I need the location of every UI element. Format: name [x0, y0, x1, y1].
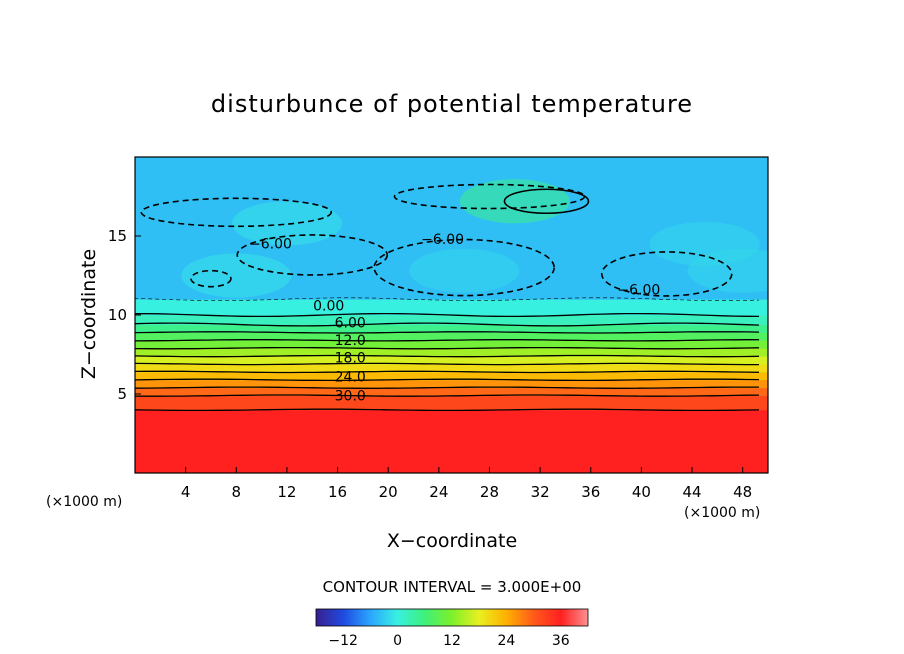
x-tick-label: 8	[232, 483, 242, 501]
contour-line	[135, 297, 760, 301]
y-axis-label: Z−coordinate	[78, 249, 100, 379]
colorbar-tick-label: −12	[328, 633, 358, 649]
contour-line	[135, 370, 760, 374]
negative-contour	[190, 269, 232, 288]
x-tick-label: 24	[429, 483, 448, 501]
contour-label: 18.0	[335, 350, 366, 366]
contour-line	[135, 346, 760, 350]
contour-blobs	[181, 179, 768, 298]
x-tick-label: 28	[480, 483, 499, 501]
chart-title: disturbunce of potential temperature	[211, 90, 693, 118]
contour-label: 30.0	[335, 388, 366, 404]
contour-line	[135, 339, 759, 342]
contour-line	[135, 362, 759, 366]
y-axis-ticks: 5 10 15	[108, 227, 141, 403]
contour-band	[135, 356, 768, 365]
contour-band	[135, 315, 768, 325]
contour-band	[135, 332, 768, 341]
contour-band	[135, 299, 768, 316]
negative-contour	[236, 234, 389, 276]
field-patch	[459, 179, 570, 224]
contour-interval-label: CONTOUR INTERVAL = 3.000E+00	[323, 578, 582, 596]
y-tick-label: 10	[108, 306, 127, 324]
x-axis-ticks: 4 8 12 16 20 24 28 32 36 40 44 48	[181, 467, 752, 501]
x-tick-label: 4	[181, 483, 191, 501]
contour-band	[135, 348, 768, 357]
x-tick-label: 36	[581, 483, 600, 501]
contour-line	[135, 322, 760, 327]
contour-line	[135, 331, 760, 334]
negative-contour	[140, 197, 333, 228]
colorbar	[315, 608, 589, 627]
field-patch	[687, 248, 768, 293]
contour-label: 24.0	[335, 369, 366, 385]
field-patch	[409, 248, 520, 293]
contour-line	[135, 378, 760, 382]
x-tick-label: 40	[632, 483, 651, 501]
contour-line	[135, 312, 760, 318]
x-unit-right: (×1000 m)	[684, 505, 760, 521]
contour-band	[135, 395, 768, 411]
x-tick-label: 20	[379, 483, 398, 501]
x-tick-label: 32	[531, 483, 550, 501]
contour-band	[135, 371, 768, 381]
contour-band	[135, 409, 768, 473]
contour-line	[135, 408, 760, 412]
contour-label: −6.00	[421, 232, 464, 248]
contour-line	[135, 386, 759, 389]
colorbar-ticks: −12 0 12 24 36	[328, 633, 569, 649]
x-tick-label: 12	[277, 483, 296, 501]
x-axis-label: X−coordinate	[387, 530, 517, 552]
x-tick-label: 44	[682, 483, 701, 501]
contour-label: 0.00	[313, 298, 344, 314]
contour-line	[135, 394, 760, 397]
colorbar-tick-label: 12	[443, 633, 461, 649]
contour-band	[135, 379, 768, 389]
colorbar-tick-label: 24	[497, 633, 515, 649]
colorbar-tick-label: 36	[552, 633, 570, 649]
contour-label: −6.00	[249, 237, 292, 253]
y-tick-label: 15	[108, 227, 127, 245]
contour-label: −6.00	[617, 282, 660, 298]
x-tick-label: 16	[328, 483, 347, 501]
positive-contour	[503, 188, 590, 215]
contour-band	[135, 324, 768, 333]
colorbar-tick-label: 0	[393, 633, 402, 649]
contour-line	[135, 354, 760, 358]
y-tick-label: 5	[117, 385, 127, 403]
plot-area	[135, 157, 768, 473]
contour-band	[135, 387, 768, 397]
field-patch	[181, 253, 292, 298]
contour-label: 12.0	[335, 333, 366, 349]
x-tick-label: 48	[733, 483, 752, 501]
negative-contour	[373, 238, 555, 297]
contour-label: 6.00	[335, 316, 366, 332]
contour-lines	[135, 183, 760, 412]
x-unit-left: (×1000 m)	[46, 494, 122, 510]
negative-contour	[600, 251, 733, 297]
contour-band	[135, 363, 768, 373]
contour-band	[135, 340, 768, 349]
